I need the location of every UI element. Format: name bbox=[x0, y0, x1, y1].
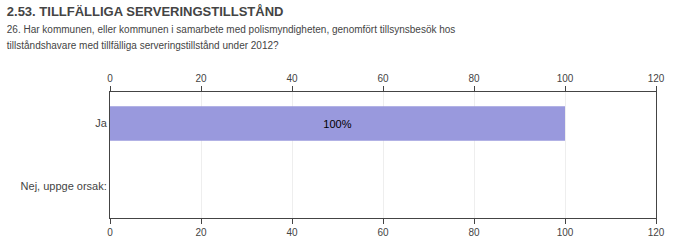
svg-text:100%: 100% bbox=[323, 118, 351, 130]
svg-text:0: 0 bbox=[107, 227, 113, 238]
svg-text:Ja: Ja bbox=[95, 117, 108, 129]
svg-text:0: 0 bbox=[107, 73, 113, 84]
svg-text:120: 120 bbox=[648, 73, 665, 84]
svg-text:40: 40 bbox=[286, 227, 298, 238]
svg-text:20: 20 bbox=[195, 73, 207, 84]
svg-text:60: 60 bbox=[377, 227, 389, 238]
svg-text:Nej, uppge orsak:: Nej, uppge orsak: bbox=[21, 180, 107, 192]
svg-text:100: 100 bbox=[557, 73, 574, 84]
svg-text:60: 60 bbox=[377, 73, 389, 84]
svg-text:80: 80 bbox=[468, 227, 480, 238]
svg-text:120: 120 bbox=[648, 227, 665, 238]
svg-text:100: 100 bbox=[557, 227, 574, 238]
svg-text:2.53. TILLFÄLLIGA SERVERINGSTI: 2.53. TILLFÄLLIGA SERVERINGSTILLSTÅND26.… bbox=[7, 4, 456, 52]
svg-text:20: 20 bbox=[195, 227, 207, 238]
svg-text:80: 80 bbox=[468, 73, 480, 84]
svg-text:40: 40 bbox=[286, 73, 298, 84]
